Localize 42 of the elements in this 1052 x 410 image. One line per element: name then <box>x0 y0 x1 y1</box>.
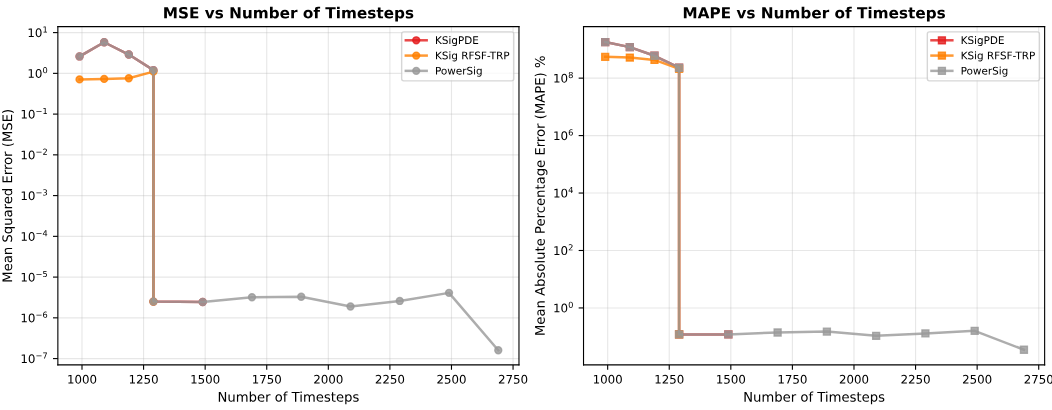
legend-label: PowerSig <box>961 66 1008 77</box>
legend-label: KSig RFSF-TRP <box>436 51 510 62</box>
x-tick-label: 1250 <box>655 374 684 384</box>
legend-label: KSigPDE <box>961 36 1004 47</box>
y-tick-label: 10$^{1}$ <box>28 26 47 38</box>
x-axis-title: Number of Timesteps <box>218 391 359 405</box>
y-tick-label: 10$^{−5}$ <box>21 270 47 282</box>
x-tick-label: 1250 <box>129 374 158 384</box>
x-tick-label: 2000 <box>839 374 869 384</box>
y-tick-label: 10$^{6}$ <box>554 129 573 141</box>
y-axis-title: Mean Absolute Percentage Error (MAPE) % <box>534 56 548 335</box>
y-tick-label: 10$^{−1}$ <box>21 107 47 119</box>
y-tick-label: 10$^{−6}$ <box>21 311 48 323</box>
y-tick-label: 10$^{2}$ <box>554 244 573 256</box>
y-tick-label: 10$^{0}$ <box>554 301 573 313</box>
y-tick-label: 10$^{−3}$ <box>21 189 48 201</box>
legend-label: KSigPDE <box>436 36 479 47</box>
y-tick-label: 10$^{−4}$ <box>21 230 48 241</box>
x-tick-label: 2750 <box>498 374 528 384</box>
x-tick-label: 1500 <box>717 374 746 384</box>
y-tick-label: 10$^{0}$ <box>28 67 48 78</box>
x-tick-label: 2000 <box>314 374 343 384</box>
x-tick-label: 1750 <box>778 374 807 384</box>
x-tick-label: 2750 <box>1024 374 1052 384</box>
x-tick-label: 1000 <box>593 374 622 384</box>
legend-label: PowerSig <box>436 66 482 77</box>
y-axis-title: Mean Squared Error (MSE) <box>2 109 15 282</box>
chart-title: MAPE vs Number of Timesteps <box>683 6 945 22</box>
y-tick-label: 10$^{8}$ <box>554 71 573 83</box>
x-tick-label: 1500 <box>191 374 220 384</box>
y-tick-label: 10$^{−2}$ <box>21 148 47 160</box>
legend-label: KSig RFSF-TRP <box>961 51 1035 62</box>
x-tick-label: 2250 <box>901 374 930 384</box>
chart-title: MSE vs Number of Timesteps <box>164 6 414 22</box>
y-tick-label: 10$^{4}$ <box>554 186 573 198</box>
x-tick-label: 2250 <box>375 374 405 384</box>
x-tick-label: 2500 <box>437 374 466 384</box>
x-tick-label: 2500 <box>962 374 992 384</box>
x-tick-label: 1750 <box>253 374 281 384</box>
x-axis-title: Number of Timesteps <box>744 391 885 405</box>
y-tick-label: 10$^{−7}$ <box>21 352 48 364</box>
x-tick-label: 1000 <box>68 374 97 384</box>
